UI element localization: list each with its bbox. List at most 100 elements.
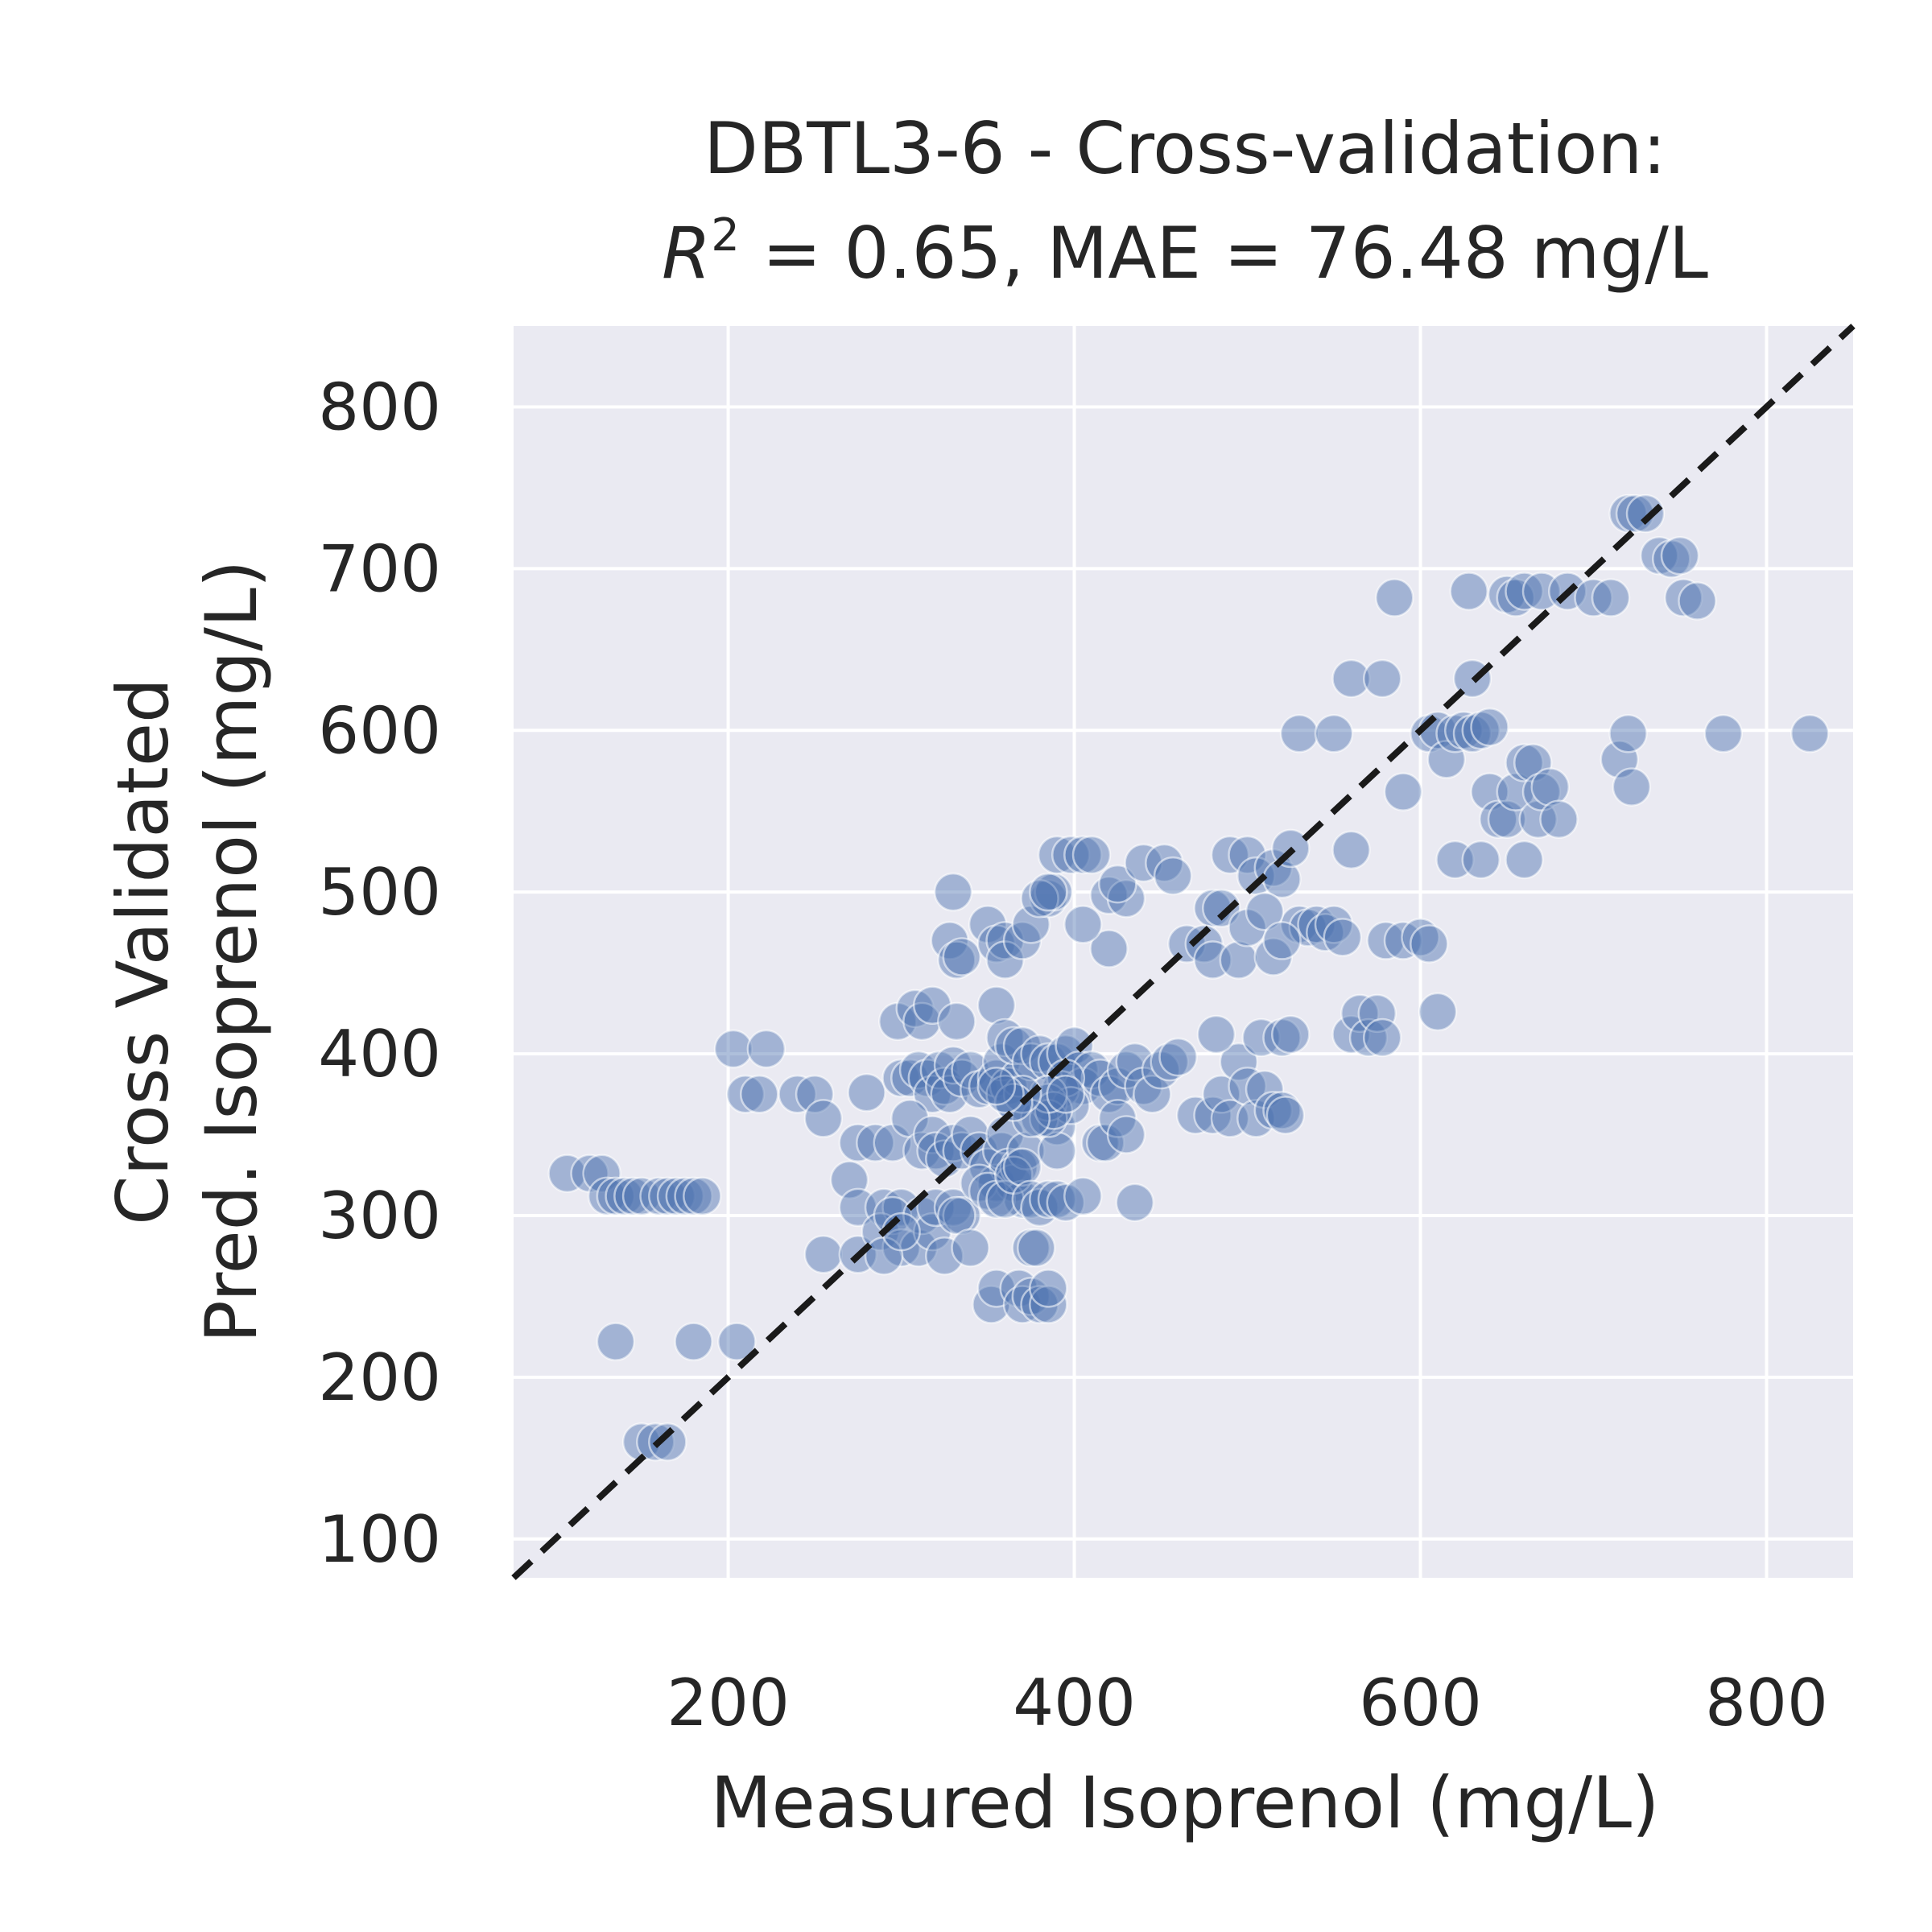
- r2-exponent: 2: [711, 209, 740, 262]
- data-point: [1063, 835, 1103, 875]
- data-point: [1046, 1075, 1086, 1114]
- data-point: [1505, 572, 1544, 611]
- data-point: [1245, 1070, 1285, 1109]
- data-point: [1678, 581, 1717, 621]
- y-tick-label: 500: [318, 855, 441, 930]
- data-point: [1470, 707, 1509, 747]
- data-point: [976, 1067, 1017, 1106]
- data-point: [942, 937, 982, 976]
- data-point: [1106, 1115, 1146, 1154]
- data-point: [1017, 1228, 1056, 1268]
- x-tick-label: 200: [667, 1666, 790, 1740]
- data-point: [1002, 1147, 1042, 1187]
- data-point: [1362, 658, 1402, 699]
- y-tick-label: 700: [318, 531, 441, 606]
- x-tick-label: 600: [1359, 1666, 1482, 1740]
- data-point: [968, 905, 1008, 944]
- y-tick-label: 100: [318, 1502, 441, 1577]
- y-tick-label: 600: [318, 693, 441, 768]
- data-point: [1228, 835, 1267, 875]
- data-point: [925, 1236, 964, 1276]
- data-point: [674, 1176, 713, 1216]
- y-tick-label: 300: [318, 1179, 441, 1253]
- data-point: [1314, 714, 1354, 753]
- data-point: [1418, 992, 1458, 1032]
- data-point: [1029, 872, 1068, 912]
- data-point: [1202, 1075, 1241, 1114]
- data-point: [1210, 835, 1250, 875]
- data-point: [713, 1029, 753, 1069]
- data-point: [1703, 714, 1744, 753]
- data-point: [1574, 578, 1613, 617]
- data-point: [1366, 921, 1406, 960]
- data-point: [1051, 835, 1091, 875]
- data-point: [1383, 772, 1423, 811]
- data-point: [1115, 1042, 1155, 1082]
- identity-line: [511, 324, 1856, 1580]
- data-point: [1625, 493, 1666, 534]
- data-point: [1348, 1018, 1389, 1058]
- data-point: [1331, 658, 1371, 699]
- data-point: [1153, 856, 1193, 896]
- data-point: [1357, 993, 1397, 1034]
- data-point: [1279, 714, 1319, 753]
- data-point: [1664, 578, 1703, 617]
- y-tick-label: 400: [318, 1017, 441, 1092]
- x-axis-label: Measured Isoprenol (mg/L): [711, 1761, 1660, 1844]
- data-point: [847, 1073, 886, 1113]
- data-point: [1158, 1037, 1198, 1077]
- chart-title-line1: DBTL3-6 - Cross-validation:: [704, 107, 1666, 190]
- data-point: [1608, 714, 1648, 753]
- data-point: [1461, 840, 1501, 880]
- data-point: [665, 1176, 705, 1216]
- data-point: [916, 1187, 956, 1228]
- data-point: [1340, 993, 1380, 1034]
- data-point: [1089, 929, 1129, 968]
- data-point: [674, 1322, 713, 1361]
- data-point: [648, 1422, 687, 1462]
- x-tick-labels: 200 400 600 800: [667, 1666, 1828, 1740]
- data-point: [856, 1123, 895, 1162]
- y-tick-label: 200: [318, 1340, 441, 1415]
- data-point: [1241, 1018, 1281, 1058]
- data-point: [683, 1176, 722, 1216]
- data-point: [838, 1123, 878, 1162]
- x-tick-label: 400: [1013, 1666, 1136, 1740]
- title-metrics: = 0.65, MAE = 76.48 mg/L: [740, 212, 1708, 295]
- data-point: [746, 1029, 786, 1069]
- r2-symbol: R: [662, 212, 711, 295]
- data-point: [1098, 864, 1137, 904]
- data-point: [1037, 1131, 1077, 1170]
- data-point: [596, 1322, 636, 1361]
- data-point: [1124, 843, 1163, 883]
- data-point: [1539, 799, 1579, 840]
- data-point: [1029, 1285, 1068, 1324]
- y-tick-labels: 100 200 300 400 500 600 700 800: [318, 369, 441, 1576]
- data-point: [1410, 924, 1449, 964]
- data-point: [1219, 940, 1259, 980]
- data-points: [547, 493, 1830, 1462]
- data-point: [1029, 1269, 1068, 1308]
- data-point: [951, 1228, 990, 1268]
- data-point: [1331, 830, 1371, 870]
- data-point: [1262, 921, 1302, 960]
- data-point: [1375, 578, 1414, 617]
- grid-lines: [514, 326, 1853, 1578]
- data-point: [1530, 767, 1571, 807]
- data-point: [1133, 1075, 1172, 1114]
- data-point: [1006, 1131, 1046, 1170]
- data-point: [1228, 908, 1267, 947]
- data-point: [795, 1075, 835, 1114]
- data-point: [803, 1234, 844, 1274]
- data-point: [725, 1075, 766, 1114]
- data-point: [740, 1075, 779, 1114]
- data-point: [1202, 889, 1241, 928]
- data-point: [1426, 740, 1467, 779]
- data-point: [1011, 1099, 1051, 1138]
- data-point: [1063, 1176, 1103, 1216]
- data-point: [1034, 1091, 1074, 1130]
- data-point: [1790, 714, 1830, 753]
- data-point: [1323, 918, 1363, 957]
- data-point: [717, 1322, 757, 1361]
